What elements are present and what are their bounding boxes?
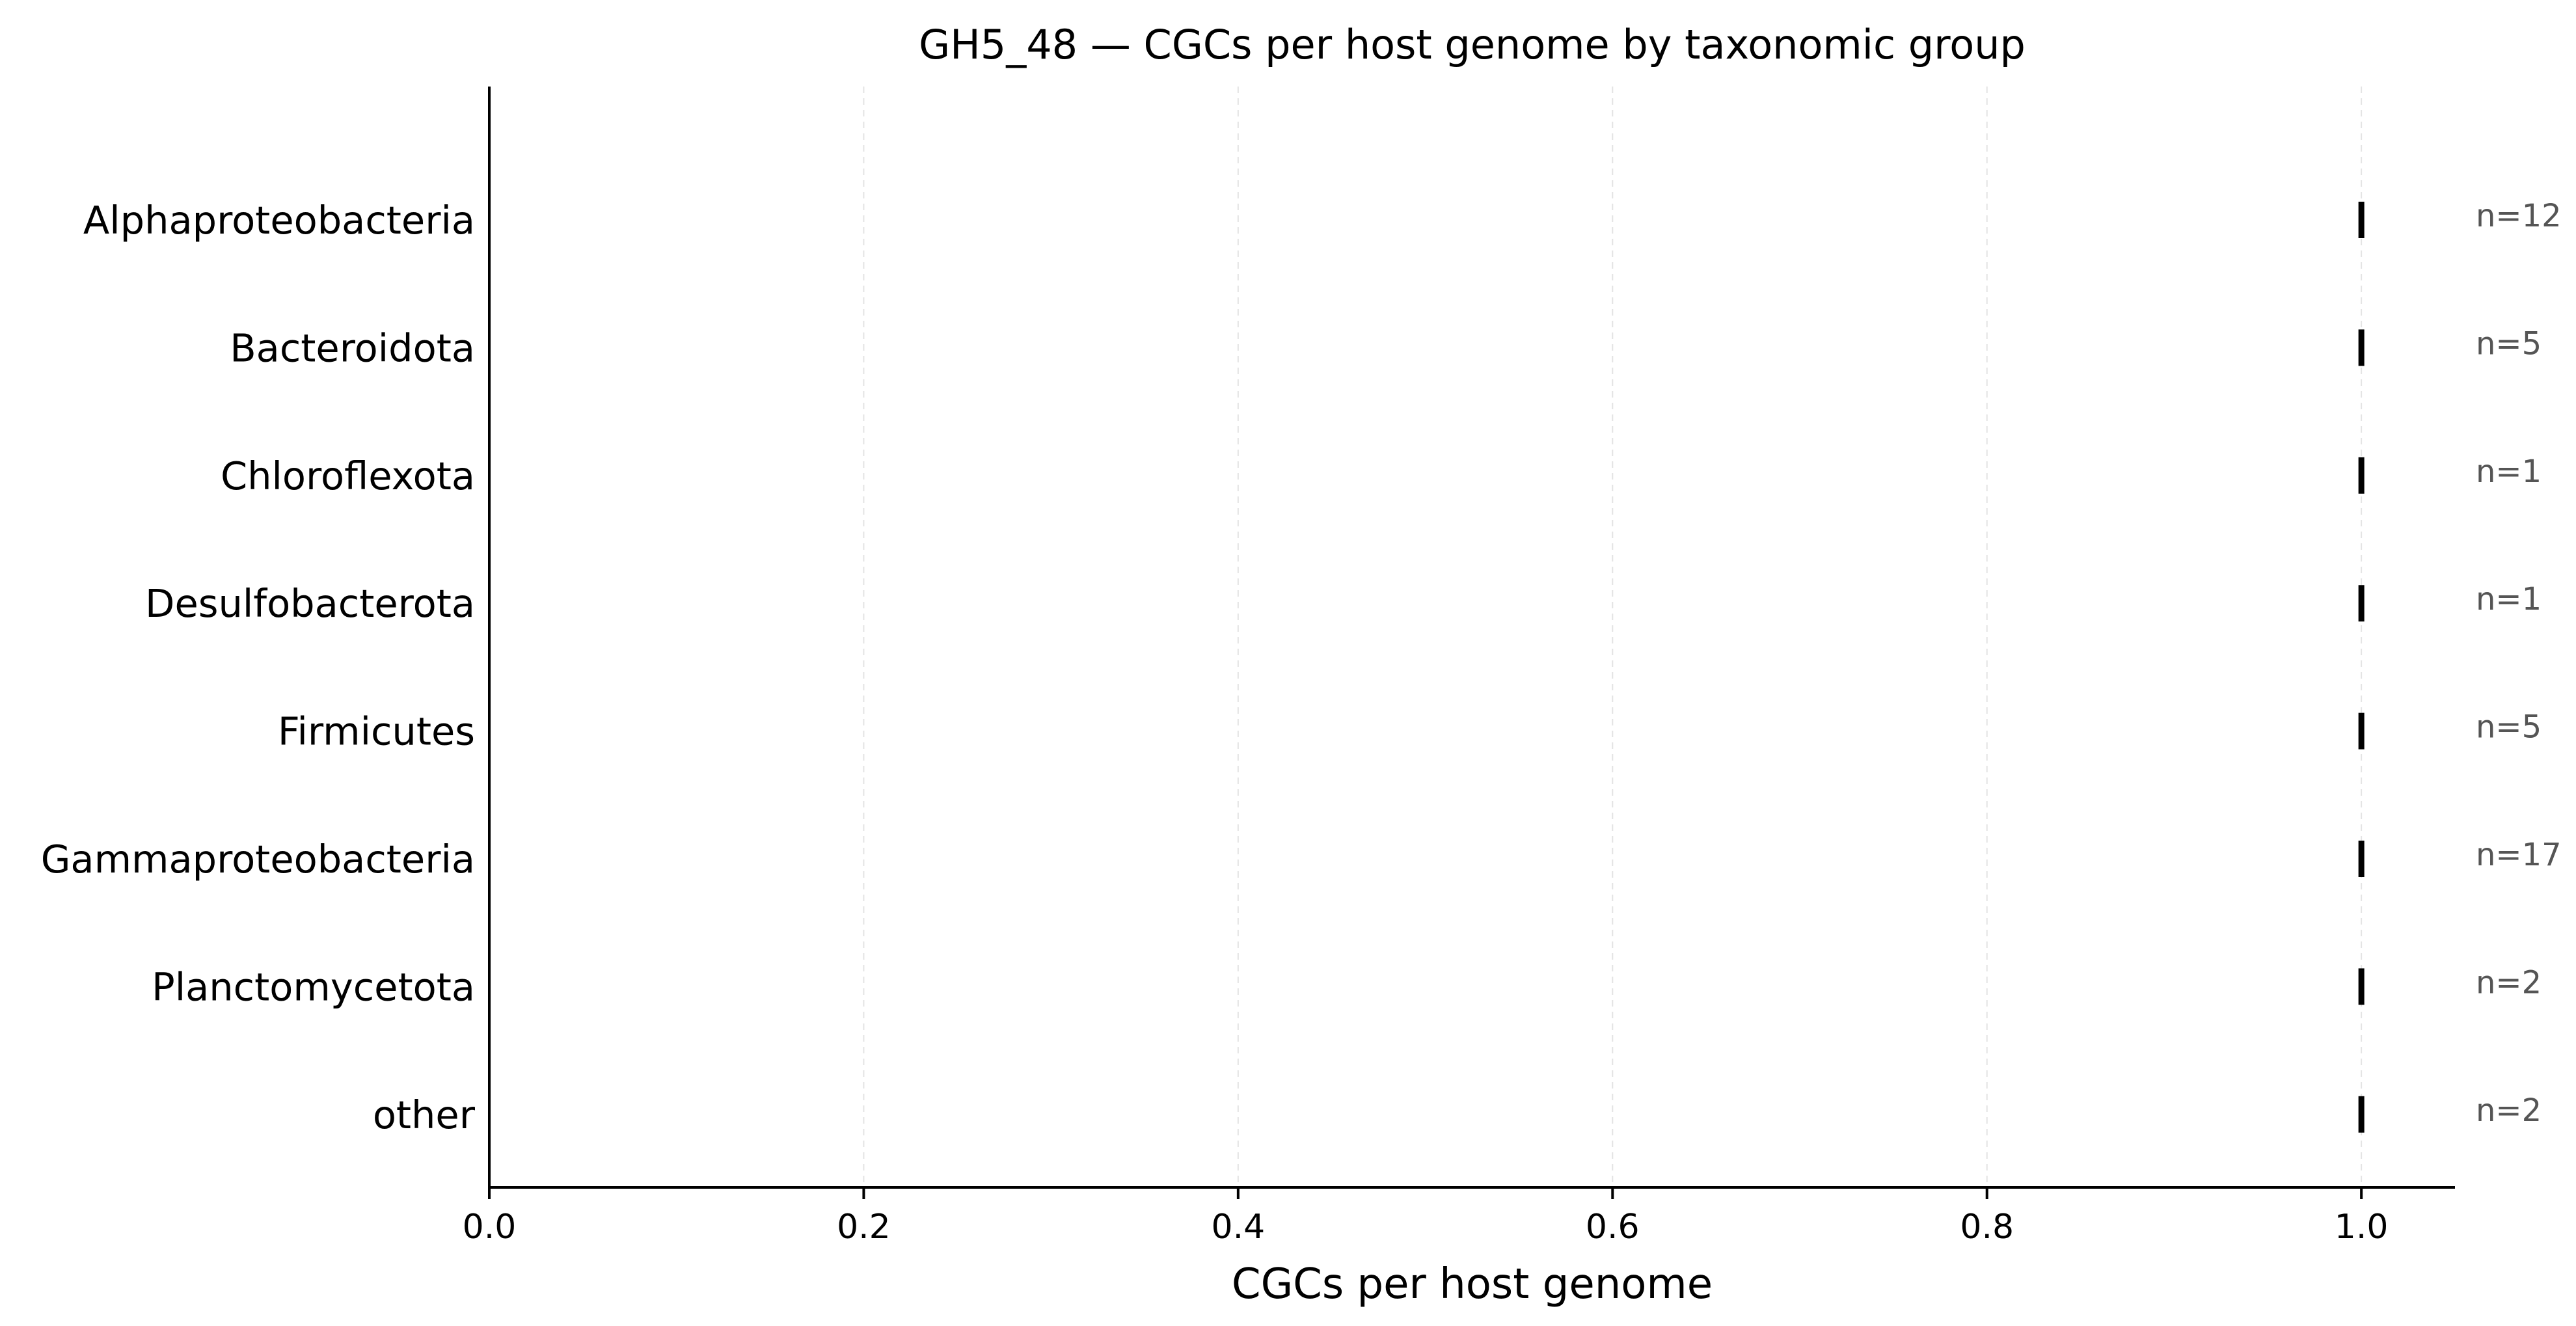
category-label: other — [373, 1092, 476, 1137]
count-label: n=2 — [2476, 964, 2542, 1001]
count-label: n=12 — [2476, 198, 2562, 234]
category-label: Desulfobacterota — [145, 581, 475, 626]
x-ticks: 0.0 0.2 0.4 0.6 0.8 1.0 — [463, 1187, 2389, 1247]
x-tick-label: 0.6 — [1586, 1208, 1640, 1247]
count-label: n=5 — [2476, 325, 2542, 362]
category-label: Chloroflexota — [221, 453, 475, 498]
category-label: Firmicutes — [278, 709, 475, 754]
category-label: Bacteroidota — [230, 325, 475, 370]
category-label: Gammaproteobacteria — [41, 837, 475, 882]
count-label: n=1 — [2476, 581, 2542, 617]
x-tick-label: 0.4 — [1212, 1208, 1266, 1247]
count-label: n=1 — [2476, 453, 2542, 490]
x-tick-label: 0.2 — [837, 1208, 891, 1247]
x-tick-label: 1.0 — [2335, 1208, 2389, 1247]
chart-title: GH5_48 — CGCs per host genome by taxonom… — [919, 21, 2026, 68]
count-label: n=17 — [2476, 837, 2562, 873]
axes — [488, 87, 2455, 1189]
count-label: n=5 — [2476, 709, 2542, 746]
grid-lines — [863, 87, 2363, 1187]
x-tick-label: 0.8 — [1960, 1208, 2014, 1247]
count-label: n=2 — [2476, 1092, 2542, 1129]
x-tick-label: 0.0 — [463, 1208, 517, 1247]
category-labels: Alphaproteobacteria Bacteroidota Chlorofle… — [41, 198, 476, 1137]
category-label: Planctomycetota — [152, 964, 475, 1009]
count-labels: n=12 n=5 n=1 n=1 n=5 n=17 n=2 n=2 — [2476, 198, 2562, 1129]
x-axis-label: CGCs per host genome — [1232, 1260, 1713, 1308]
category-label: Alphaproteobacteria — [83, 198, 475, 243]
